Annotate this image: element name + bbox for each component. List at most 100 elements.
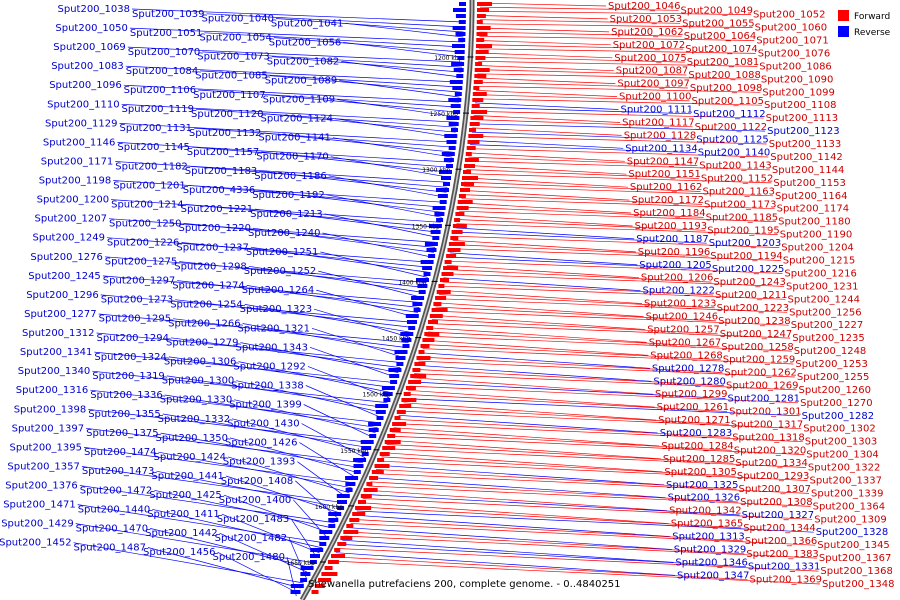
gene-label-reverse: Sput200_1274 <box>172 280 245 291</box>
gene-label-forward: Sput200_1303 <box>805 437 878 448</box>
reverse-connector-line <box>261 151 451 173</box>
reverse-connector-line <box>217 551 299 594</box>
reverse-gene-feature <box>458 38 466 42</box>
gene-label-forward: Sput200_1062 <box>611 27 684 38</box>
reverse-gene-feature <box>413 308 421 312</box>
gene-label-reverse: Sput200_1294 <box>97 333 170 344</box>
gene-label-reverse: Sput200_1398 <box>14 404 87 415</box>
reverse-connector-line <box>449 252 638 266</box>
gene-label-reverse: Sput200_1340 <box>18 366 91 377</box>
gene-label-reverse: Sput200_1399 <box>229 400 302 411</box>
reverse-connector-line <box>79 485 335 524</box>
forward-gene-feature <box>374 464 390 468</box>
legend: Forward Reverse <box>838 10 891 38</box>
gene-label-reverse: Sput200_1222 <box>643 286 716 297</box>
reverse-connector-line <box>322 232 433 258</box>
forward-gene-feature <box>399 404 412 408</box>
gene-label-forward: Sput200_1088 <box>688 70 761 81</box>
forward-gene-feature <box>429 314 443 318</box>
gene-label-reverse: Sput200_1186 <box>254 171 327 182</box>
reverse-connector-line <box>177 280 420 308</box>
forward-connector-line <box>479 6 679 11</box>
forward-gene-feature <box>358 500 366 504</box>
gene-label-reverse: Sput200_1472 <box>80 485 153 496</box>
reverse-connector-line <box>156 470 343 509</box>
forward-gene-feature <box>426 326 434 330</box>
forward-gene-feature <box>476 32 488 36</box>
gene-label-forward: Sput200_1364 <box>813 501 886 512</box>
gene-label-forward: Sput200_1211 <box>715 290 788 301</box>
forward-connector-line <box>333 556 748 581</box>
gene-label-reverse: Sput200_1245 <box>28 271 101 282</box>
gene-label-reverse: Sput200_1157 <box>187 147 260 158</box>
gene-label-forward: Sput200_1285 <box>663 454 736 465</box>
reverse-gene-feature <box>361 446 372 450</box>
gene-label-forward: Sput200_1194 <box>710 251 783 262</box>
forward-connector-line <box>360 502 669 524</box>
reverse-gene-feature <box>455 14 466 18</box>
gene-label-reverse: Sput200_1487 <box>74 543 147 554</box>
reverse-connector-line <box>265 113 456 133</box>
forward-gene-feature <box>452 224 467 228</box>
reverse-connector-line <box>77 504 325 544</box>
gene-label-reverse: Sput200_1111 <box>621 105 694 116</box>
gene-label-reverse: Sput200_1276 <box>30 252 103 263</box>
gene-label-reverse: Sput200_1312 <box>22 328 95 339</box>
forward-connector-line <box>477 69 687 76</box>
reverse-gene-feature <box>420 260 434 264</box>
reverse-connector-line <box>311 327 404 358</box>
gene-label-reverse: Sput200_1140 <box>698 148 771 159</box>
tick-label: 1650 kbp <box>287 560 315 567</box>
forward-connector-line <box>479 15 608 20</box>
forward-gene-feature <box>472 92 487 96</box>
gene-label-forward: Sput200_1253 <box>795 359 868 370</box>
gene-label-forward: Sput200_1075 <box>614 53 687 64</box>
forward-connector-line <box>467 165 627 175</box>
reverse-connector-line <box>81 466 345 504</box>
gene-label-reverse: Sput200_1327 <box>742 510 815 521</box>
reverse-connector-line <box>102 275 421 303</box>
gene-label-forward: Sput200_1144 <box>772 165 845 176</box>
reverse-connector-line <box>273 37 463 53</box>
reverse-gene-feature <box>300 578 308 582</box>
reverse-connector-line <box>173 318 408 348</box>
forward-connector-line <box>479 44 684 50</box>
gene-label-reverse: Sput200_1082 <box>267 56 340 67</box>
gene-label-reverse: Sput200_1393 <box>223 457 296 468</box>
forward-gene-feature <box>447 248 461 252</box>
gene-label-forward: Sput200_1302 <box>803 424 876 435</box>
reverse-gene-feature <box>345 476 359 480</box>
gene-label-reverse: Sput200_1054 <box>199 33 272 44</box>
reverse-connector-line <box>150 528 312 569</box>
gene-label-forward: Sput200_1086 <box>759 61 832 72</box>
gene-label-forward: Sput200_1339 <box>811 488 884 499</box>
gene-label-reverse: Sput200_1225 <box>712 264 785 275</box>
gene-label-reverse: Sput200_1050 <box>55 23 128 34</box>
gene-label-reverse: Sput200_1346 <box>675 557 748 568</box>
reverse-connector-line <box>119 123 455 143</box>
forward-gene-feature <box>405 386 416 390</box>
reverse-connector-line <box>307 366 390 399</box>
reverse-gene-feature <box>407 320 417 324</box>
gene-label-reverse: Sput200_1200 <box>37 195 110 206</box>
reverse-connector-line <box>343 42 463 58</box>
reverse-gene-feature <box>432 236 440 240</box>
gene-label-reverse: Sput200_1400 <box>219 495 292 506</box>
gene-label-reverse: Sput200_1134 <box>625 143 698 154</box>
gene-label-reverse: Sput200_1089 <box>265 76 338 87</box>
reverse-gene-feature <box>290 584 304 588</box>
forward-connector-line <box>396 419 731 438</box>
gene-label-reverse: Sput200_1146 <box>43 137 116 148</box>
gene-label-reverse: Sput200_1110 <box>47 99 120 110</box>
reverse-connector-line <box>454 231 707 244</box>
gene-label-forward: Sput200_1244 <box>788 294 861 305</box>
reverse-connector-line <box>470 144 696 154</box>
reverse-connector-line <box>320 251 428 278</box>
forward-connector-line <box>473 115 621 123</box>
reverse-connector-line <box>341 61 462 78</box>
forward-connector-line <box>430 323 791 339</box>
forward-gene-feature <box>441 272 454 276</box>
gene-label-forward: Sput200_1299 <box>655 389 728 400</box>
gene-label-forward: Sput200_1071 <box>756 36 829 47</box>
reverse-connector-line <box>225 475 340 514</box>
